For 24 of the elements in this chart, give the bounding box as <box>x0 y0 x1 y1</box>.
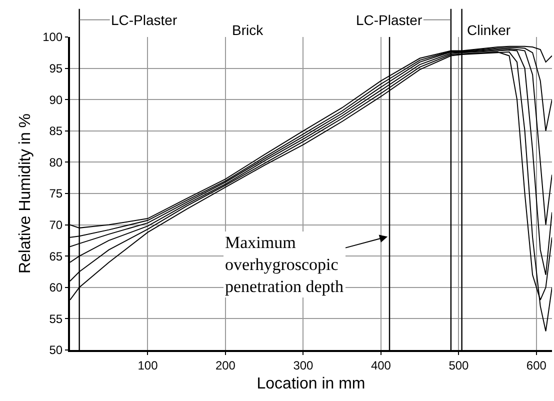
y-tick-label: 95 <box>49 62 63 76</box>
y-tick-label: 65 <box>49 249 63 264</box>
ref-line-label: LC-Plaster <box>111 12 178 28</box>
y-tick-label: 100 <box>42 30 63 44</box>
ref-line-label: LC-Plaster <box>356 12 422 28</box>
x-tick-label: 100 <box>138 358 158 372</box>
x-tick-label: 200 <box>215 358 236 372</box>
y-tick-label: 90 <box>49 92 63 107</box>
x-axis-title: Location in mm <box>256 376 366 393</box>
y-tick-label: 85 <box>49 124 63 138</box>
x-tick-label: 300 <box>293 358 314 372</box>
y-tick-label: 70 <box>49 218 63 232</box>
y-tick-label: 75 <box>49 186 63 201</box>
annotation: Clinker <box>467 22 511 38</box>
y-tick-label: 55 <box>49 312 63 326</box>
y-tick-label: 60 <box>49 280 63 295</box>
annotation: Maximum overhygroscopic penetration depth <box>225 233 344 296</box>
x-tick-label: 500 <box>448 358 470 372</box>
y-axis-title: Relative Humidity in % <box>16 113 34 274</box>
annotation: Brick <box>232 22 264 38</box>
y-tick-label: 50 <box>49 343 63 358</box>
x-tick-label: 600 <box>526 358 547 372</box>
y-tick-label: 80 <box>49 155 63 170</box>
x-tick-label: 400 <box>370 358 392 372</box>
